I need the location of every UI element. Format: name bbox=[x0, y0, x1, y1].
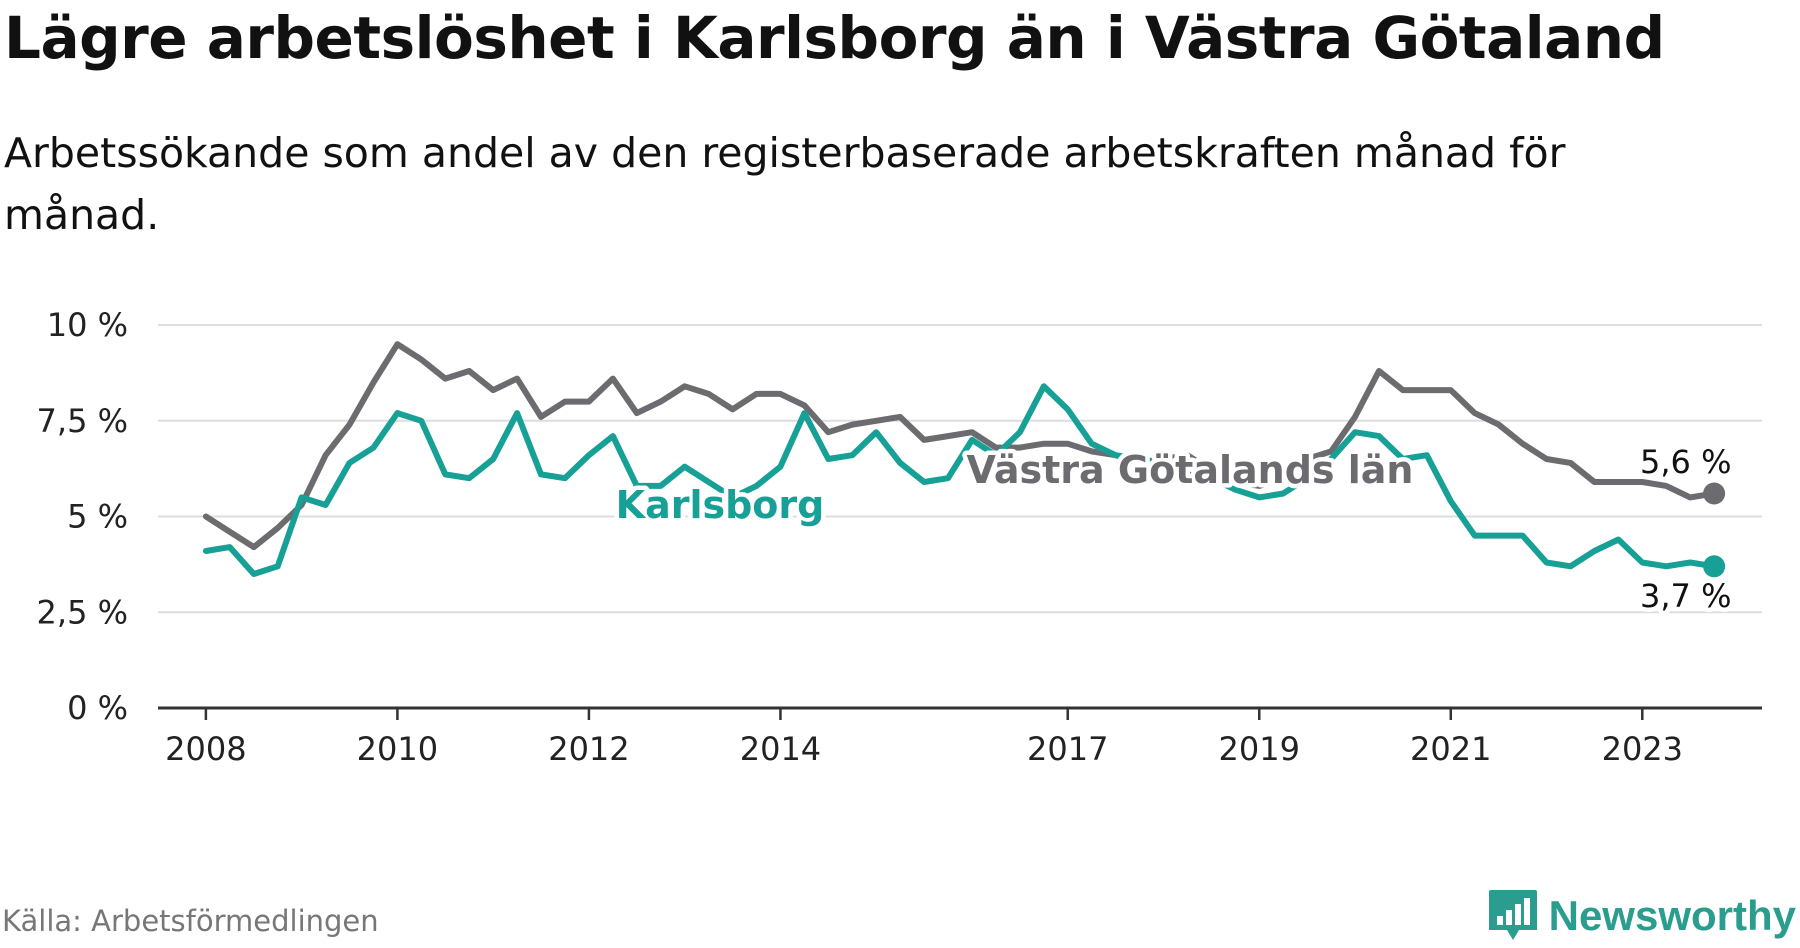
end-label-vastra-gotaland: 5,6 % bbox=[1640, 443, 1731, 481]
x-tick-label: 2012 bbox=[548, 730, 629, 768]
brand-logo[interactable]: Newsworthy bbox=[1487, 888, 1796, 944]
x-tick-label: 2017 bbox=[1027, 730, 1108, 768]
newsworthy-logo-icon bbox=[1488, 890, 1537, 940]
chart-title: Lägre arbetslöshet i Karlsborg än i Väst… bbox=[4, 4, 1665, 72]
chart-subtitle: Arbetssökande som andel av den registerb… bbox=[4, 129, 1566, 239]
x-tick-label: 2023 bbox=[1602, 730, 1683, 768]
brand-name: Newsworthy bbox=[1548, 892, 1796, 939]
line-chart: 0 % 2,5 % 5 % 7,5 % 10 % 2008 2010 2012 2014 2017… bbox=[37, 306, 1762, 768]
x-tick-label: 2008 bbox=[165, 730, 246, 768]
x-tick-label: 2014 bbox=[740, 730, 821, 768]
axes: 0 % 2,5 % 5 % 7,5 % 10 % 2008 2010 2012 2014 2017… bbox=[37, 306, 1762, 768]
y-tick-label: 10 % bbox=[47, 306, 128, 344]
y-tick-label: 5 % bbox=[67, 498, 128, 536]
end-point-vastra-gotaland bbox=[1703, 482, 1726, 505]
series-lines bbox=[202, 341, 1726, 578]
series-label-vastra-gotaland: Västra Götalands län bbox=[967, 448, 1414, 492]
series-line-karlsborg bbox=[202, 383, 1718, 577]
x-tick-label: 2019 bbox=[1219, 730, 1300, 768]
series-labels: Västra Götalands län Karlsborg 5,6 % 3,7 % bbox=[611, 439, 1736, 620]
grid-lines bbox=[158, 324, 1762, 614]
end-point-karlsborg bbox=[1703, 555, 1726, 578]
series-line-vastra-gotaland bbox=[202, 341, 1718, 551]
series-label-karlsborg: Karlsborg bbox=[616, 483, 825, 527]
y-tick-label: 2,5 % bbox=[37, 593, 128, 631]
source-note: Källa: Arbetsförmedlingen bbox=[2, 904, 379, 938]
end-label-karlsborg: 3,7 % bbox=[1640, 577, 1731, 615]
y-tick-label: 7,5 % bbox=[37, 402, 128, 440]
y-tick-label: 0 % bbox=[67, 689, 128, 727]
x-tick-label: 2021 bbox=[1410, 730, 1491, 768]
x-tick-label: 2010 bbox=[357, 730, 438, 768]
